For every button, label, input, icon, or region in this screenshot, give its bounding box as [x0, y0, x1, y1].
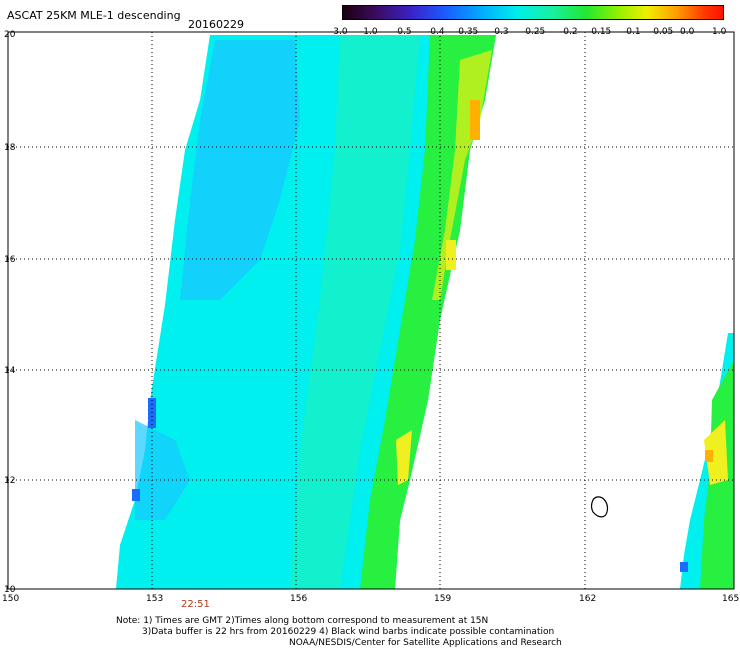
swath-light-blue-zone: [135, 420, 190, 520]
color-scale-label: 0.0: [680, 27, 695, 37]
color-scale-label: -0.2: [560, 27, 578, 37]
lat-label: 14: [4, 366, 16, 376]
east-swath-orange: [705, 450, 713, 462]
product-title: ASCAT 25KM MLE-1 descending: [7, 9, 181, 22]
color-scale-bar: [342, 5, 724, 20]
color-scale-label: -0.15: [588, 27, 611, 37]
swath-seafoam-band: [290, 35, 420, 589]
color-scale-label: -0.25: [522, 27, 545, 37]
swath-time-label: 22:51: [181, 599, 210, 610]
lat-label: 20: [4, 30, 16, 40]
east-swath-blue: [680, 562, 688, 572]
color-scale-label: -3.0: [330, 27, 348, 37]
lon-label: 156: [290, 594, 307, 604]
color-scale-label: -0.5: [394, 27, 412, 37]
latitude-labels: 20 18 16 14 12 10: [4, 30, 16, 595]
swath-layer: [116, 35, 734, 589]
footnote-line-2: 3)Data buffer is 22 hrs from 20160229 4)…: [142, 627, 555, 637]
swath-blue-patch: [132, 489, 140, 501]
product-date: 20160229: [188, 18, 244, 31]
longitude-labels: 150 153 156 159 162 165: [2, 594, 739, 604]
lon-label: 150: [2, 594, 19, 604]
island-outline: [591, 496, 609, 518]
color-scale-label: -1.0: [360, 27, 378, 37]
color-scale-label: -0.1: [623, 27, 641, 37]
lat-label: 12: [4, 476, 15, 486]
swath-yellow-patch: [446, 240, 456, 270]
lon-label: 165: [722, 594, 739, 604]
lon-label: 153: [146, 594, 163, 604]
lat-label: 18: [4, 143, 16, 153]
footnote-line-1: Note: 1) Times are GMT 2)Times along bot…: [116, 616, 489, 626]
lon-label: 159: [434, 594, 451, 604]
color-scale-labels: -3.0 -1.0 -0.5 -0.4 -0.35 -0.3 -0.25 -0.…: [330, 27, 727, 37]
map-frame: [7, 31, 735, 590]
east-swath-yellow: [704, 420, 728, 485]
color-scale-label: 1.0: [712, 27, 727, 37]
color-scale-label: -0.35: [455, 27, 478, 37]
color-scale-label: -0.3: [491, 27, 509, 37]
swath-yellow-band: [396, 430, 412, 485]
lat-label: 16: [4, 255, 16, 265]
lat-label: 10: [4, 585, 16, 595]
swath-orange-patch: [470, 100, 480, 140]
color-scale-label: -0.05: [650, 27, 673, 37]
lat-lon-grid: [8, 32, 734, 589]
swath-light-blue-zone: [180, 40, 300, 300]
color-scale-label: -0.4: [427, 27, 445, 37]
lon-label: 162: [579, 594, 596, 604]
footnote-credit: NOAA/NESDIS/Center for Satellite Applica…: [289, 638, 562, 648]
